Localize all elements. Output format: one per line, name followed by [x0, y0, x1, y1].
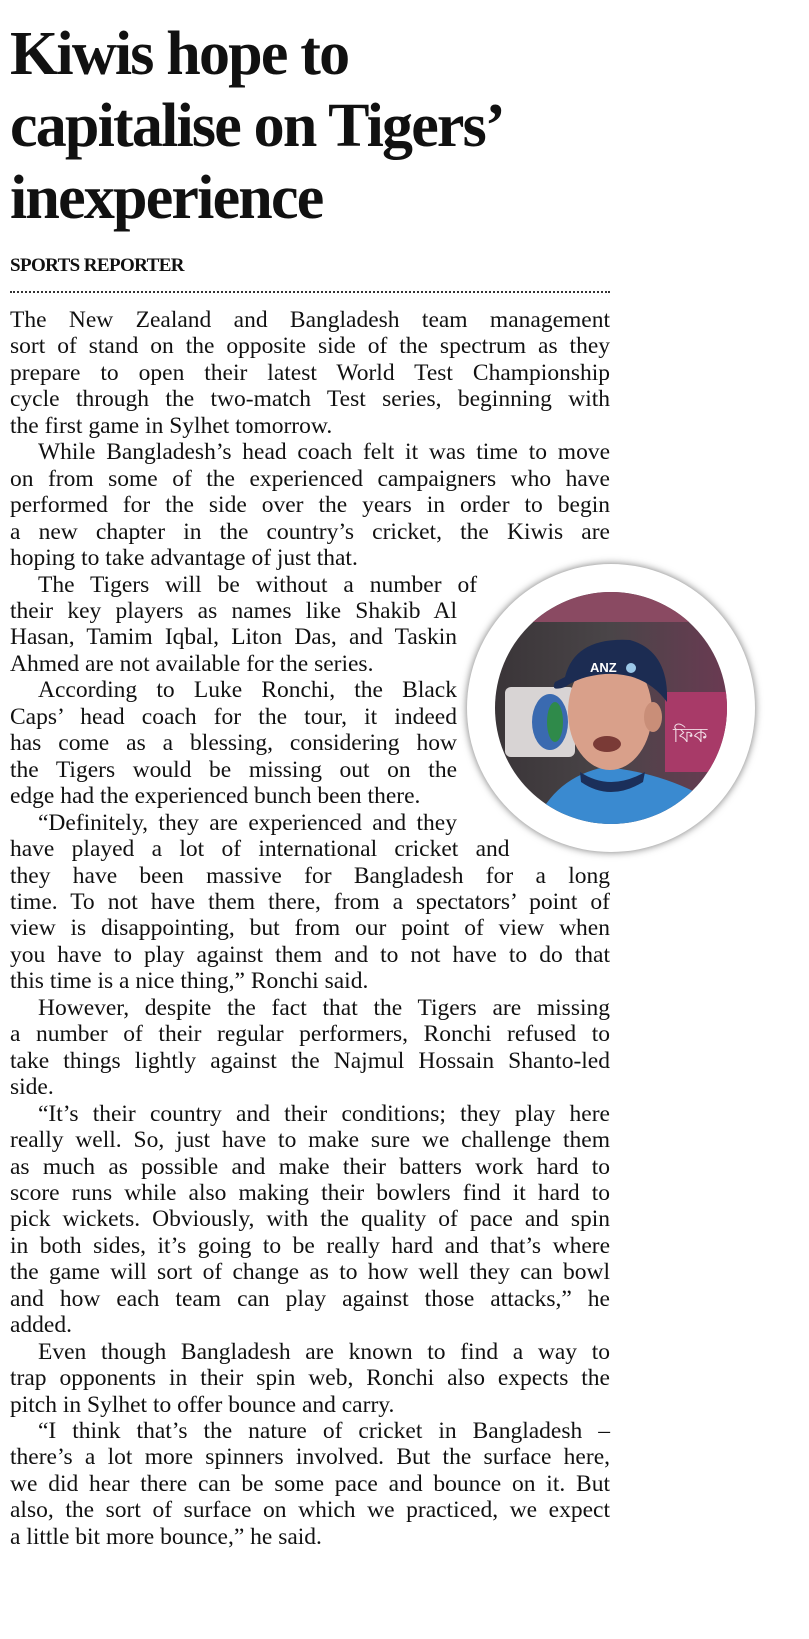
article-body: The New Zealand and Bangladesh team mana…: [10, 307, 755, 1550]
paragraph-line: also, the sort of surface on which we pr…: [10, 1497, 610, 1524]
paragraph-line: side.: [10, 1074, 54, 1101]
paragraph-line: the Tigers would be missing out on the: [10, 756, 457, 783]
paragraph-line: trap opponents in their spin web, Ronchi…: [10, 1365, 610, 1392]
headline: Kiwis hope to capitalise on Tigers’ inex…: [10, 18, 800, 234]
paragraph-line: “Definitely, they are experienced and th…: [38, 809, 457, 836]
paragraph-line: cycle through the two-match Test series,…: [10, 386, 610, 413]
svg-text:ফিক: ফিক: [672, 724, 708, 747]
article-paragraph: However, despite the fact that the Tiger…: [10, 995, 610, 1101]
paragraph-line: on from some of the experienced campaign…: [10, 465, 610, 492]
paragraph-line: pitch in Sylhet to offer bounce and carr…: [10, 1391, 395, 1418]
paragraph-line: really well. So, just have to make sure …: [10, 1127, 610, 1154]
paragraph-line: they have been massive for Bangladesh fo…: [10, 862, 610, 889]
paragraph-line: However, despite the fact that the Tiger…: [38, 994, 610, 1021]
paragraph-line: Ahmed are not available for the series.: [10, 650, 374, 677]
paragraph-line: a new chapter in the country’s cricket, …: [10, 518, 610, 545]
paragraph-line: performed for the side over the years in…: [10, 492, 610, 519]
paragraph-line: score runs while also making their bowle…: [10, 1179, 610, 1206]
paragraph-line: have played a lot of international crick…: [10, 836, 510, 863]
article-paragraph: “It’s their country and their conditions…: [10, 1101, 610, 1339]
coach-portrait-image: ফিক ANZ: [495, 591, 727, 824]
paragraph-line: added.: [10, 1312, 72, 1339]
paragraph-line: “I think that’s the nature of cricket in…: [38, 1418, 610, 1445]
paragraph-line: we did hear there can be some pace and b…: [10, 1470, 610, 1497]
article-paragraph: Even though Bangladesh are known to find…: [10, 1339, 610, 1418]
paragraph-line: Even though Bangladesh are known to find…: [38, 1338, 610, 1365]
byline: SPORTS REPORTER: [10, 255, 185, 276]
paragraph-line: their key players as names like Shakib A…: [10, 597, 457, 624]
paragraph-line: edge had the experienced bunch been ther…: [10, 783, 421, 810]
paragraph-line: has come as a blessing, considering how: [10, 730, 457, 757]
paragraph-line: The New Zealand and Bangladesh team mana…: [10, 307, 610, 333]
cap-logo: ANZ: [590, 660, 617, 675]
paragraph-line: prepare to open their latest World Test …: [10, 359, 610, 386]
paragraph-line: in both sides, it’s going to be really h…: [10, 1232, 610, 1259]
paragraph-line: take things lightly against the Najmul H…: [10, 1047, 610, 1074]
paragraph-line: a number of their regular performers, Ro…: [10, 1021, 610, 1048]
paragraph-line: you have to play against them and to not…: [10, 941, 610, 968]
paragraph-line: According to Luke Ronchi, the Black: [38, 677, 457, 704]
article-paragraph: “Definitely, they are experienced and th…: [10, 810, 610, 995]
paragraph-line: this time is a nice thing,” Ronchi said.: [10, 968, 369, 995]
headline-line: Kiwis hope to: [10, 20, 350, 88]
paragraph-line: there’s a lot more spinners involved. Bu…: [10, 1444, 610, 1471]
paragraph-line: as much as possible and make their batte…: [10, 1153, 610, 1180]
dotted-divider: [10, 291, 610, 293]
article-paragraph: The New Zealand and Bangladesh team mana…: [10, 307, 610, 439]
paragraph-line: the game will sort of change as to how w…: [10, 1259, 610, 1286]
article-paragraph: “I think that’s the nature of cricket in…: [10, 1418, 610, 1550]
paragraph-line: pick wickets. Obviously, with the qualit…: [10, 1206, 610, 1233]
coach-photo: ফিক ANZ: [467, 563, 755, 852]
paragraph-line: Hasan, Tamim Iqbal, Liton Das, and Taski…: [10, 624, 457, 651]
paragraph-line: “It’s their country and their conditions…: [38, 1100, 610, 1127]
paragraph-line: the first game in Sylhet tomorrow.: [10, 412, 333, 439]
paragraph-line: and how each team can play against those…: [10, 1285, 610, 1312]
paragraph-line: While Bangladesh’s head coach felt it wa…: [38, 439, 610, 466]
paragraph-line: hoping to take advantage of just that.: [10, 545, 358, 572]
headline-line: inexperience: [10, 164, 324, 232]
paragraph-line: sort of stand on the opposite side of th…: [10, 333, 610, 360]
paragraph-line: time. To not have them there, from a spe…: [10, 888, 610, 915]
paragraph-line: Caps’ head coach for the tour, it indeed: [10, 703, 457, 730]
article-paragraph: While Bangladesh’s head coach felt it wa…: [10, 439, 610, 571]
article-paragraph: The Tigers will be without a number of th…: [10, 572, 610, 678]
paragraph-line: The Tigers will be without a number of: [38, 571, 478, 598]
article-paragraph: According to Luke Ronchi, the Black Caps’…: [10, 677, 610, 809]
headline-line: capitalise on Tigers’: [10, 92, 506, 160]
paragraph-line: a little bit more bounce,” he said.: [10, 1523, 322, 1550]
paragraph-line: view is disappointing, but from our poin…: [10, 915, 610, 942]
